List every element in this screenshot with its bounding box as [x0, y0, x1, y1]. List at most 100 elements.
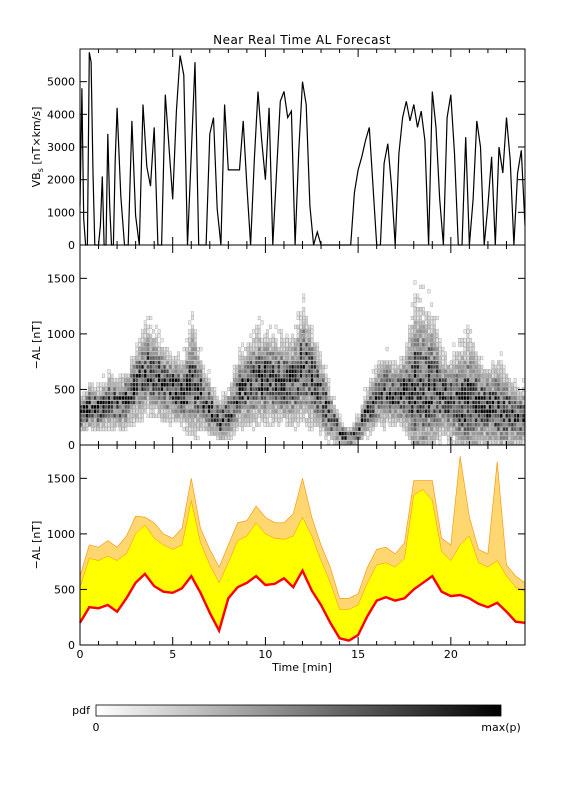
pdf-cell: [160, 418, 164, 423]
pdf-cell: [160, 364, 164, 369]
pdf-cell: [399, 355, 403, 361]
pdf-cell: [499, 422, 503, 427]
pdf-cell: [99, 382, 103, 387]
pdf-cell: [452, 387, 456, 392]
pdf-cell: [218, 422, 222, 427]
pdf-cell: [174, 382, 178, 387]
pdf-cell: [271, 369, 275, 374]
pdf-cell: [141, 342, 144, 347]
pdf-cell: [146, 413, 150, 418]
pdf-cell: [488, 391, 492, 396]
pdf-cell: [310, 369, 314, 374]
pdf-cell: [174, 395, 178, 401]
pdf-cell: [419, 298, 422, 303]
pdf-cell: [449, 400, 453, 405]
pdf-cell: [196, 435, 200, 441]
pdf-cell: [218, 400, 222, 405]
pdf-cell: [110, 400, 114, 405]
pdf-cell: [405, 360, 409, 365]
pdf-cell: [174, 404, 178, 409]
pdf-cell: [494, 400, 498, 405]
pdf-cell: [307, 413, 311, 418]
pdf-cell: [177, 369, 180, 374]
pdf-cell: [152, 391, 155, 396]
pdf-cell: [460, 413, 464, 418]
pdf-cell: [202, 369, 206, 374]
pdf-cell: [138, 400, 142, 405]
pdf-cell: [452, 409, 456, 414]
pdf-cell: [99, 404, 103, 409]
pdf-cell: [410, 315, 414, 321]
pdf-cell: [508, 440, 511, 445]
pdf-cell: [90, 409, 94, 414]
pdf-cell: [424, 418, 428, 423]
pdf-cell: [449, 369, 453, 374]
pdf-cell: [497, 382, 500, 387]
pdf-cell: [263, 418, 267, 423]
pdf-cell: [427, 431, 431, 436]
pdf-cell: [113, 413, 117, 418]
pdf-cell: [497, 378, 500, 383]
pdf-cell: [193, 369, 197, 374]
pdf-cell: [413, 338, 417, 343]
pdf-cell: [508, 427, 511, 432]
pdf-cell: [377, 400, 381, 405]
pdf-cell: [199, 395, 203, 401]
pdf-cell: [516, 431, 520, 436]
pdf-cell: [252, 387, 256, 392]
pdf-cell: [483, 413, 486, 418]
pdf-cell: [466, 347, 470, 352]
pdf-cell: [305, 364, 308, 369]
pdf-cell: [446, 431, 450, 436]
pdf-cell: [157, 364, 161, 369]
pdf-cell: [171, 400, 175, 405]
pdf-cell: [405, 369, 409, 374]
pdf-cell: [396, 382, 400, 387]
pdf-cell: [218, 404, 222, 409]
pdf-cell: [205, 409, 208, 414]
pdf-cell: [399, 409, 403, 414]
pdf-cell: [196, 355, 200, 361]
pdf-cell: [285, 355, 289, 361]
pdf-cell: [502, 382, 506, 387]
pdf-cell: [241, 422, 244, 427]
pdf-cell: [360, 435, 364, 441]
pdf-cell: [313, 395, 317, 401]
pdf-cell: [519, 427, 523, 432]
pdf-cell: [502, 387, 506, 392]
pdf-cell: [202, 413, 206, 418]
pdf-cell: [327, 382, 331, 387]
pdf-cell: [369, 427, 372, 432]
pdf-cell: [255, 364, 258, 369]
pdf-cell: [188, 395, 192, 401]
pdf-cell: [416, 440, 420, 445]
pdf-cell: [271, 364, 275, 369]
pdf-cell: [310, 324, 314, 329]
pdf-cell: [421, 329, 425, 334]
pdf-cell: [477, 382, 481, 387]
pdf-cell: [280, 400, 283, 405]
pdf-cell: [277, 378, 281, 383]
pdf-cell: [446, 364, 450, 369]
pdf-cell: [266, 418, 269, 423]
pdf-cell: [168, 360, 172, 365]
pdf-cell: [135, 369, 139, 374]
pdf-cell: [380, 400, 384, 405]
pdf-cell: [305, 320, 308, 325]
pdf-cell: [510, 382, 514, 387]
pdf-cell: [519, 435, 523, 441]
pdf-cell: [441, 373, 445, 378]
pdf-cell: [438, 431, 442, 436]
pdf-cell: [249, 351, 253, 356]
pdf-cell: [410, 360, 414, 365]
pdf-cell: [427, 440, 431, 445]
pdf-cell: [299, 409, 303, 414]
pdf-cell: [93, 400, 97, 405]
pdf-cell: [202, 418, 206, 423]
pdf-cell: [160, 409, 164, 414]
pdf-cell: [399, 382, 403, 387]
pdf-cell: [305, 391, 308, 396]
pdf-cell: [249, 333, 253, 338]
pdf-cell: [166, 351, 169, 356]
pdf-cell: [154, 391, 158, 396]
